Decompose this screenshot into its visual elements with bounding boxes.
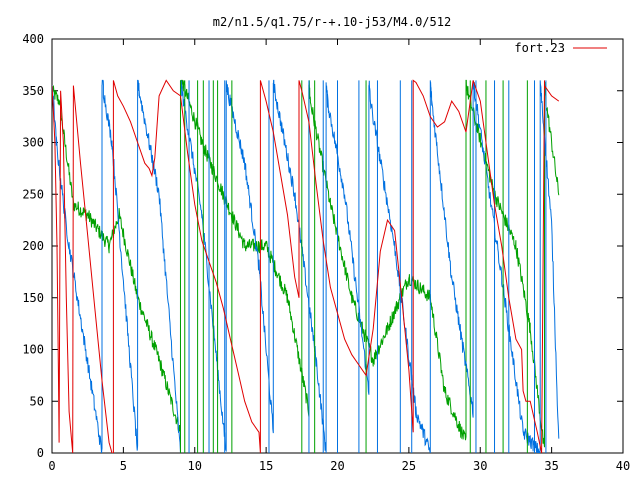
x-tick-label: 20 (330, 459, 344, 473)
decorative-curves (52, 79, 560, 453)
y-tick-label: 0 (37, 446, 44, 460)
x-tick-label: 10 (188, 459, 202, 473)
x-tick-label: 15 (259, 459, 273, 473)
y-tick-label: 350 (22, 84, 44, 98)
x-tick-label: 30 (473, 459, 487, 473)
series-layer (52, 79, 560, 453)
blue-trace (52, 79, 560, 453)
legend-label: fort.23 (514, 41, 565, 55)
y-tick-label: 100 (22, 343, 44, 357)
x-tick-label: 25 (402, 459, 416, 473)
y-tick-label: 300 (22, 136, 44, 150)
x-tick-label: 35 (544, 459, 558, 473)
x-tick-label: 5 (120, 459, 127, 473)
series-line-fort-23 (52, 79, 560, 453)
y-tick-label: 150 (22, 291, 44, 305)
legend: fort.23 (514, 41, 607, 55)
y-tick-label: 200 (22, 239, 44, 253)
y-tick-label: 50 (30, 394, 44, 408)
y-tick-label: 250 (22, 187, 44, 201)
y-tick-label: 400 (22, 32, 44, 46)
green-trace (52, 79, 560, 448)
chart-title: m2/n1.5/q1.75/r-+.10-j53/M4.0/512 (213, 15, 451, 29)
x-tick-label: 40 (616, 459, 630, 473)
x-tick-label: 0 (48, 459, 55, 473)
